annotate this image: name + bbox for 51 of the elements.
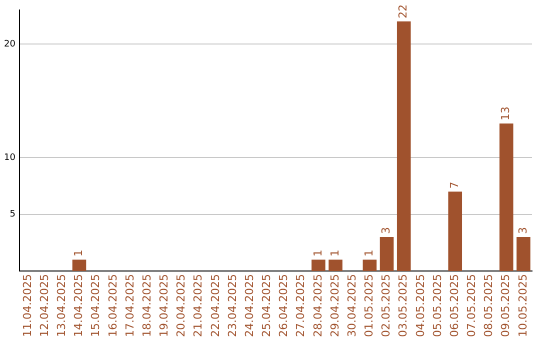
x-tick-label: 11.04.2025	[20, 274, 34, 338]
x-tick-label: 23.04.2025	[226, 274, 239, 338]
data-label: 3	[380, 226, 393, 234]
data-label: 7	[448, 182, 461, 189]
x-tick-label: 20.04.2025	[174, 274, 188, 338]
bar	[499, 123, 514, 272]
data-label: 1	[72, 250, 86, 257]
y-tick-label: 5	[10, 210, 16, 220]
x-tick-label: 16.04.2025	[106, 274, 120, 338]
x-tick-label: 30.04.2025	[345, 274, 358, 338]
bar	[72, 260, 86, 272]
bar	[516, 236, 530, 272]
x-tick-label: 03.05.2025	[396, 274, 410, 338]
x-tick-label: 15.04.2025	[89, 274, 102, 338]
y-tick-label: 20	[4, 39, 16, 50]
data-label: 1	[362, 250, 376, 257]
data-label: 1	[328, 250, 342, 257]
x-tick-label: 12.04.2025	[38, 274, 51, 338]
x-tick-label: 18.04.2025	[140, 274, 154, 338]
data-label: 1	[311, 250, 324, 257]
x-tick-label: 06.05.2025	[448, 274, 461, 338]
x-tick-label: 02.05.2025	[380, 274, 393, 338]
x-tick-label: 01.05.2025	[362, 274, 376, 338]
x-tick-label: 29.04.2025	[328, 274, 342, 338]
x-tick-label: 26.04.2025	[277, 274, 290, 338]
x-tick-label: 22.04.2025	[208, 274, 222, 338]
x-tick-label: 24.04.2025	[242, 274, 256, 338]
bar	[448, 192, 462, 272]
x-tick-label: 21.04.2025	[192, 274, 205, 338]
x-tick-label: 13.04.2025	[55, 274, 68, 338]
x-tick-label: 05.05.2025	[430, 274, 444, 338]
bar	[362, 260, 377, 272]
data-label: 13	[499, 106, 512, 120]
x-tick-label: 28.04.2025	[311, 274, 324, 338]
y-tick-label: 10	[4, 152, 16, 163]
x-tick-label: 19.04.2025	[158, 274, 171, 338]
data-label: 3	[516, 226, 530, 234]
x-tick-label: 09.05.2025	[499, 274, 512, 338]
bar	[396, 21, 411, 272]
x-tick-label: 25.04.2025	[260, 274, 274, 338]
x-tick-label: 14.04.2025	[72, 274, 86, 338]
x-tick-label: 17.04.2025	[123, 274, 136, 338]
x-tick-label: 04.05.2025	[414, 274, 427, 338]
bar	[328, 260, 342, 272]
data-label: 22	[396, 4, 410, 18]
x-tick-label: 27.04.2025	[294, 274, 308, 338]
bar	[312, 260, 326, 272]
x-tick-label: 10.05.2025	[516, 274, 530, 338]
x-tick-label: 07.05.2025	[465, 274, 478, 338]
x-tick-label: 08.05.2025	[482, 274, 496, 338]
bar	[380, 236, 394, 272]
